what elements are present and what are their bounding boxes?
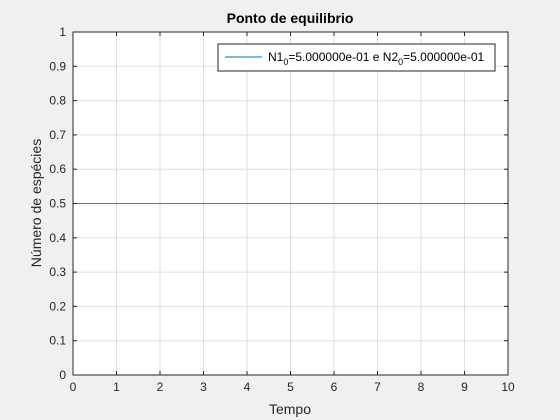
x-tick-label: 6 [331,380,338,394]
y-tick-label: 0.9 [49,59,66,73]
legend: N10=5.000000e-01 e N20=5.000000e-01 [217,43,496,72]
x-axis-label: Tempo [269,401,311,417]
y-tick-label: 0.7 [49,128,66,142]
x-tick-label: 1 [113,380,120,394]
legend-n2-value: =5.000000e-01 [403,50,484,64]
x-tick-label: 2 [157,380,164,394]
chart-title: Ponto de equilibrio [227,10,354,26]
legend-box [217,43,496,72]
y-tick-label: 0.2 [49,299,66,313]
legend-entry-text: N10=5.000000e-01 e N20=5.000000e-01 [268,50,485,67]
x-tick-label: 3 [200,380,207,394]
legend-n2-sub: 0 [398,57,403,67]
legend-n1-sub: 0 [283,57,288,67]
x-tick-label: 10 [501,380,515,394]
y-tick-label: 0.3 [49,265,66,279]
y-tick-label: 0.1 [49,334,66,348]
y-tick-label: 0.5 [49,197,66,211]
x-tick-label: 7 [374,380,381,394]
ticks [72,31,509,376]
y-tick-label: 0.4 [49,231,66,245]
x-tick-label: 9 [461,380,468,394]
x-tick-label: 8 [418,380,425,394]
x-tick-label: 5 [287,380,294,394]
x-tick-label: 4 [244,380,251,394]
x-tick-label: 0 [70,380,77,394]
legend-n1-base: N1 [268,50,284,64]
y-tick-label: 0 [59,368,66,382]
y-tick-label: 0.8 [49,94,66,108]
tick-labels: 0 1 2 3 4 5 6 7 8 9 1000.10.20.30.40.50.60.70.80.9… [49,25,515,394]
y-tick-label: 1 [59,25,66,39]
y-tick-label: 0.6 [49,162,66,176]
y-axis-label: Número de espécies [28,139,44,267]
legend-n1-value: =5.000000e-01 e N2 [288,50,398,64]
